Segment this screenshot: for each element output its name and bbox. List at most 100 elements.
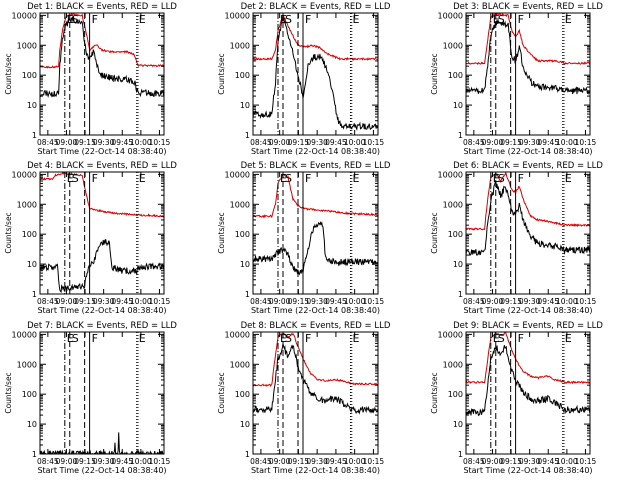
lld-series-line: [253, 172, 378, 219]
x-tick-label: 09:45: [111, 138, 133, 147]
marker-label: E: [353, 172, 360, 185]
y-tick-label: 1000: [230, 41, 250, 50]
x-tick-label: 10:00: [130, 138, 152, 147]
y-tick-label: 10000: [225, 170, 250, 179]
marker-label: E: [353, 332, 360, 345]
lld-series-line: [253, 13, 378, 61]
y-tick-label: 10000: [225, 11, 250, 20]
y-tick-label: 10000: [225, 330, 250, 339]
x-tick-label: 08:45: [37, 457, 59, 466]
y-axis-label: Counts/sec: [4, 212, 13, 253]
events-series-line: [466, 18, 590, 95]
x-tick-label: 09:30: [93, 457, 115, 466]
y-tick-label: 1000: [17, 200, 37, 209]
lld-series-line: [40, 172, 164, 218]
plot-frame: [39, 12, 165, 136]
y-axis-label: Counts/sec: [430, 372, 439, 413]
x-tick-label: 09:00: [482, 138, 504, 147]
marker-label: E: [493, 172, 500, 185]
marker-label: E: [280, 332, 287, 345]
marker-label: F: [92, 13, 98, 26]
y-tick-label: 10000: [438, 330, 463, 339]
x-tick-label: 09:00: [269, 457, 291, 466]
lld-series-line: [466, 13, 590, 66]
y-tick-label: 10: [27, 101, 37, 110]
y-tick-label: 1000: [443, 360, 463, 369]
y-axis-label: Counts/sec: [4, 372, 13, 413]
y-tick-label: 100: [22, 230, 37, 239]
lld-series-line: [466, 332, 590, 385]
x-tick-label: 10:15: [363, 138, 385, 147]
y-tick-label: 1: [245, 450, 250, 459]
panel-title: Det 8: BLACK = Events, RED = LLD: [241, 321, 391, 331]
x-tick-label: 09:30: [93, 138, 115, 147]
panel-title: Det 3: BLACK = Events, RED = LLD: [453, 2, 603, 12]
y-tick-label: 1: [458, 290, 463, 299]
x-tick-label: 10:00: [130, 297, 152, 306]
x-tick-label: 08:45: [463, 297, 485, 306]
y-tick-label: 100: [448, 71, 463, 80]
plot-frame: [252, 171, 379, 295]
events-series-line: [40, 16, 164, 99]
y-tick-label: 1: [245, 290, 250, 299]
marker-label: S: [498, 332, 505, 345]
x-axis-label: Start Time (22-Oct-14 08:38:40): [463, 466, 592, 475]
y-tick-label: 1: [32, 290, 37, 299]
y-tick-label: 10: [240, 420, 250, 429]
x-tick-label: 09:45: [111, 457, 133, 466]
events-series-line: [253, 221, 378, 276]
y-tick-label: 1000: [443, 41, 463, 50]
x-tick-label: 09:45: [111, 297, 133, 306]
marker-label: S: [72, 13, 79, 26]
x-tick-label: 09:00: [482, 297, 504, 306]
marker-label: S: [72, 172, 79, 185]
y-tick-label: 10000: [438, 170, 463, 179]
x-tick-label: 10:15: [575, 457, 597, 466]
x-tick-label: 09:30: [519, 297, 541, 306]
marker-label: E: [565, 172, 572, 185]
x-tick-label: 08:45: [463, 138, 485, 147]
marker-label: E: [67, 172, 74, 185]
marker-label: S: [285, 172, 292, 185]
y-tick-label: 10: [453, 260, 463, 269]
x-tick-label: 10:15: [575, 297, 597, 306]
x-tick-label: 09:30: [519, 457, 541, 466]
x-tick-label: 09:15: [288, 457, 310, 466]
marker-label: E: [353, 13, 360, 26]
marker-label: E: [67, 332, 74, 345]
marker-label: E: [280, 172, 287, 185]
y-tick-label: 10: [453, 420, 463, 429]
panel-title: Det 4: BLACK = Events, RED = LLD: [27, 161, 177, 171]
y-tick-label: 10: [27, 260, 37, 269]
marker-label: S: [285, 13, 292, 26]
x-tick-label: 10:15: [149, 457, 171, 466]
x-tick-label: 09:00: [482, 457, 504, 466]
x-axis-label: Start Time (22-Oct-14 08:38:40): [251, 147, 380, 156]
y-tick-label: 1: [245, 131, 250, 140]
y-tick-label: 10000: [12, 11, 37, 20]
y-tick-label: 10: [240, 260, 250, 269]
y-tick-label: 1000: [17, 360, 37, 369]
y-tick-label: 10000: [438, 11, 463, 20]
x-axis-label: Start Time (22-Oct-14 08:38:40): [463, 147, 592, 156]
lld-series-line: [466, 172, 590, 231]
x-tick-label: 09:45: [325, 457, 347, 466]
y-axis-label: Counts/sec: [430, 53, 439, 94]
marker-label: F: [305, 13, 311, 26]
x-tick-label: 09:15: [74, 138, 96, 147]
x-axis-label: Start Time (22-Oct-14 08:38:40): [37, 147, 166, 156]
y-tick-label: 10: [453, 101, 463, 110]
x-tick-label: 09:45: [325, 297, 347, 306]
x-tick-label: 09:15: [74, 297, 96, 306]
y-tick-label: 100: [448, 230, 463, 239]
marker-label: S: [285, 332, 292, 345]
x-tick-label: 10:00: [344, 297, 366, 306]
